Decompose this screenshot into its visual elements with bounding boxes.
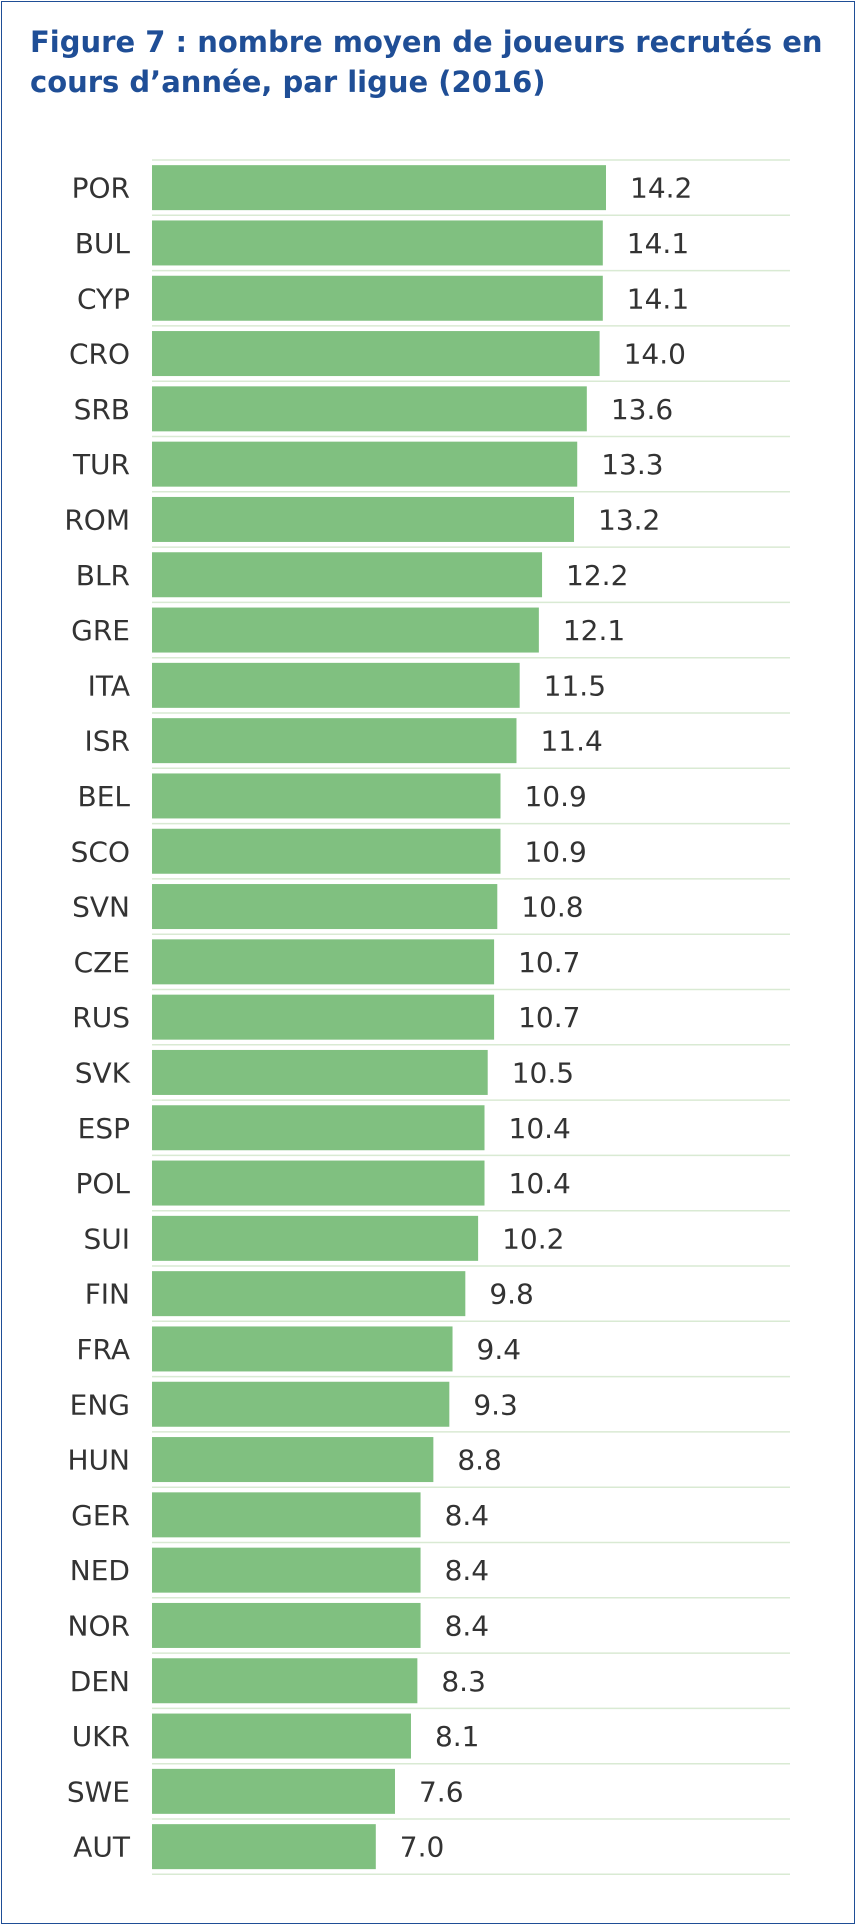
- bar-rom: [152, 496, 575, 542]
- bar-sco: [152, 828, 501, 874]
- data-label: 10.7: [518, 946, 580, 979]
- category-label: ESP: [78, 1112, 130, 1145]
- data-label: 10.8: [521, 891, 583, 924]
- category-label: SVN: [72, 891, 130, 924]
- category-label: AUT: [73, 1831, 131, 1864]
- bar-aut: [152, 1824, 376, 1870]
- data-label: 14.2: [630, 172, 692, 205]
- bar-ita: [152, 662, 520, 708]
- data-label: 10.4: [509, 1112, 571, 1145]
- data-label: 13.6: [611, 393, 673, 426]
- category-label: BEL: [78, 780, 131, 813]
- gridlines: [152, 159, 790, 1876]
- data-label: 8.1: [435, 1720, 480, 1753]
- data-label: 9.8: [489, 1278, 534, 1311]
- bar-bel: [152, 773, 501, 819]
- bar-hun: [152, 1437, 434, 1483]
- bar-cze: [152, 939, 495, 985]
- data-label: 10.2: [502, 1222, 564, 1255]
- category-label: CYP: [77, 282, 130, 315]
- data-label: 8.3: [441, 1665, 486, 1698]
- category-label: ISR: [85, 725, 131, 758]
- data-label: 8.4: [445, 1609, 490, 1642]
- data-label: 14.1: [627, 282, 689, 315]
- category-label: RUS: [72, 1001, 130, 1034]
- bar-fin: [152, 1271, 466, 1317]
- bar-den: [152, 1658, 418, 1704]
- bar-gre: [152, 607, 539, 653]
- category-label: BUL: [75, 227, 131, 260]
- data-label: 11.4: [540, 725, 602, 758]
- bar-eng: [152, 1381, 450, 1427]
- data-label: 14.1: [627, 227, 689, 260]
- data-label: 10.4: [509, 1167, 571, 1200]
- data-label: 7.6: [419, 1775, 464, 1808]
- data-label: 14.0: [624, 338, 686, 371]
- bar-cro: [152, 331, 600, 377]
- category-label: ROM: [64, 503, 130, 536]
- category-label: ENG: [70, 1388, 130, 1421]
- category-label: NOR: [68, 1609, 130, 1642]
- category-label: FIN: [85, 1278, 130, 1311]
- category-label: NED: [70, 1554, 130, 1587]
- bar-svk: [152, 1049, 488, 1095]
- data-label: 10.7: [518, 1001, 580, 1034]
- data-label: 8.8: [457, 1444, 502, 1477]
- bars: [152, 165, 606, 1870]
- category-label: SCO: [71, 835, 130, 868]
- data-label: 7.0: [400, 1831, 445, 1864]
- bar-por: [152, 165, 606, 211]
- data-label: 12.1: [563, 614, 625, 647]
- category-label: SUI: [83, 1222, 130, 1255]
- category-label: SWE: [67, 1775, 130, 1808]
- data-label: 8.4: [445, 1499, 490, 1532]
- category-label: GRE: [71, 614, 130, 647]
- category-label: SVK: [75, 1056, 131, 1089]
- bar-ger: [152, 1492, 421, 1538]
- bar-svn: [152, 884, 498, 930]
- bar-tur: [152, 441, 578, 487]
- bar-cyp: [152, 275, 603, 321]
- bar-blr: [152, 552, 543, 598]
- bar-sui: [152, 1215, 479, 1261]
- data-label: 8.4: [445, 1554, 490, 1587]
- bar-fra: [152, 1326, 453, 1372]
- data-label: 9.4: [477, 1333, 522, 1366]
- category-label: CRO: [69, 338, 130, 371]
- bar-srb: [152, 386, 587, 432]
- category-label: POR: [72, 172, 130, 205]
- category-label: TUR: [72, 448, 130, 481]
- bar-pol: [152, 1160, 485, 1206]
- labels: POR 14.2 BUL 14.1 CYP 14.1 CRO 14.0 SRB 13.6 TUR 13…: [64, 172, 692, 1864]
- data-label: 10.9: [524, 835, 586, 868]
- data-label: 11.5: [544, 669, 606, 702]
- category-label: UKR: [72, 1720, 130, 1753]
- category-label: FRA: [76, 1333, 130, 1366]
- data-label: 9.3: [473, 1388, 518, 1421]
- category-label: HUN: [68, 1444, 131, 1477]
- bar-ned: [152, 1547, 421, 1593]
- bar-isr: [152, 718, 517, 764]
- category-label: CZE: [74, 946, 130, 979]
- category-label: DEN: [70, 1665, 130, 1698]
- data-label: 10.5: [512, 1056, 574, 1089]
- bar-bul: [152, 220, 603, 266]
- category-label: ITA: [88, 669, 130, 702]
- bar-esp: [152, 1105, 485, 1151]
- data-label: 13.2: [598, 503, 660, 536]
- category-label: POL: [75, 1167, 130, 1200]
- data-label: 12.2: [566, 559, 628, 592]
- bar-nor: [152, 1602, 421, 1648]
- bar-swe: [152, 1768, 395, 1814]
- data-label: 10.9: [524, 780, 586, 813]
- category-label: BLR: [76, 559, 130, 592]
- chart-title: Figure 7 : nombre moyen de joueurs recru…: [30, 25, 823, 99]
- data-label: 13.3: [601, 448, 663, 481]
- bar-rus: [152, 994, 495, 1040]
- category-label: SRB: [74, 393, 130, 426]
- category-label: GER: [71, 1499, 130, 1532]
- bar-ukr: [152, 1713, 411, 1759]
